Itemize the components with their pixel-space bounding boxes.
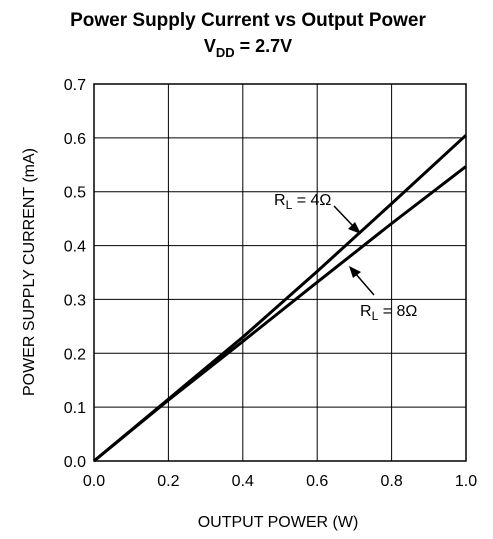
x-tick-label: 0.4 (232, 473, 254, 490)
x-tick-label: 0.6 (306, 473, 328, 490)
annotation-rl-8-ohm: RL = 8Ω (360, 303, 417, 323)
x-tick-label: 1.0 (455, 473, 477, 490)
x-tick-label: 0.2 (157, 473, 179, 490)
annotation-rl-8-prefix: R (360, 303, 372, 320)
chart-subtitle-subscript: DD (216, 45, 235, 60)
annotation-rl-8-suffix: = 8Ω (378, 303, 417, 320)
annotation-arrow-4-ohm-head (348, 222, 361, 234)
plot-area: 0.0 0.2 0.4 0.6 0.8 1.0 0.0 0.1 0.2 0.3 0.4 0.5 0.6 0… (64, 77, 477, 490)
chart-title: Power Supply Current vs Output Power (70, 10, 426, 31)
y-axis-label: POWER SUPPLY CURRENT (mA) (21, 148, 38, 396)
chart-subtitle: VDD = 2.7V (204, 36, 292, 60)
annotation-rl-4-suffix: = 4Ω (292, 192, 331, 209)
y-tick-label: 0.2 (64, 346, 86, 363)
annotation-arrow-8-ohm-shaft (354, 272, 375, 296)
chart-subtitle-suffix: = 2.7V (235, 36, 293, 56)
annotation-rl-4-ohm: RL = 4Ω (274, 192, 331, 212)
x-tick-label: 0.8 (380, 473, 402, 490)
x-tick-label: 0.0 (83, 473, 105, 490)
annotation-arrow-4-ohm-shaft (333, 205, 355, 228)
chart-subtitle-prefix: V (204, 36, 216, 56)
annotation-rl-4-prefix: R (274, 192, 286, 209)
plot-border (93, 83, 467, 462)
y-tick-label: 0.3 (64, 292, 86, 309)
y-tick-label: 0.4 (64, 239, 86, 256)
annotation-rl-4-subscript: L (286, 198, 293, 212)
y-tick-label: 0.5 (64, 185, 86, 202)
y-tick-label: 0.1 (64, 400, 86, 417)
series-line-rl-8-ohm (93, 165, 467, 463)
annotation-arrow-8-ohm-head (349, 266, 361, 278)
series-line-rl-4-ohm (93, 134, 468, 463)
x-axis-label: OUTPUT POWER (W) (198, 514, 359, 531)
y-tick-label: 0.0 (64, 454, 86, 471)
y-tick-label: 0.7 (64, 77, 86, 94)
y-tick-label: 0.6 (64, 131, 86, 148)
annotation-rl-8-subscript: L (372, 309, 379, 323)
